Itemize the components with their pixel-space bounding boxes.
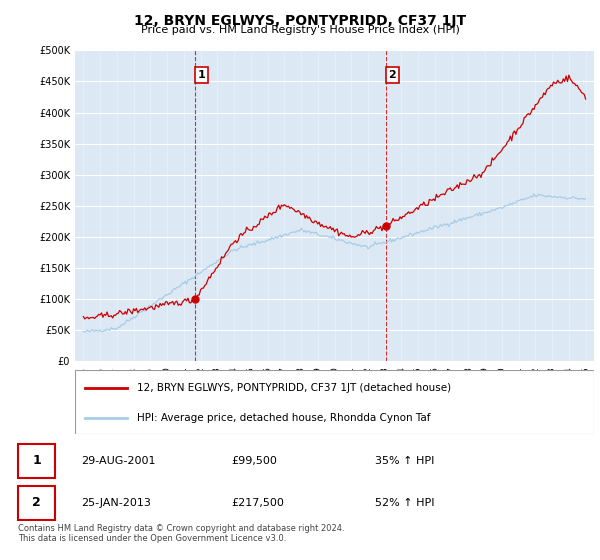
Text: 29-AUG-2001: 29-AUG-2001 [81,456,155,466]
FancyBboxPatch shape [18,444,55,478]
Text: 35% ↑ HPI: 35% ↑ HPI [375,456,434,466]
FancyBboxPatch shape [18,486,55,520]
Text: Price paid vs. HM Land Registry's House Price Index (HPI): Price paid vs. HM Land Registry's House … [140,25,460,35]
Text: £99,500: £99,500 [231,456,277,466]
Text: 2: 2 [32,496,41,510]
Text: 52% ↑ HPI: 52% ↑ HPI [375,498,434,508]
Text: 1: 1 [197,70,205,80]
Text: 2: 2 [388,70,396,80]
Text: £217,500: £217,500 [231,498,284,508]
Text: 12, BRYN EGLWYS, PONTYPRIDD, CF37 1JT (detached house): 12, BRYN EGLWYS, PONTYPRIDD, CF37 1JT (d… [137,382,451,393]
Text: HPI: Average price, detached house, Rhondda Cynon Taf: HPI: Average price, detached house, Rhon… [137,413,431,423]
Text: 1: 1 [32,454,41,467]
Text: 12, BRYN EGLWYS, PONTYPRIDD, CF37 1JT: 12, BRYN EGLWYS, PONTYPRIDD, CF37 1JT [134,14,466,28]
Text: Contains HM Land Registry data © Crown copyright and database right 2024.
This d: Contains HM Land Registry data © Crown c… [18,524,344,543]
Text: 25-JAN-2013: 25-JAN-2013 [81,498,151,508]
